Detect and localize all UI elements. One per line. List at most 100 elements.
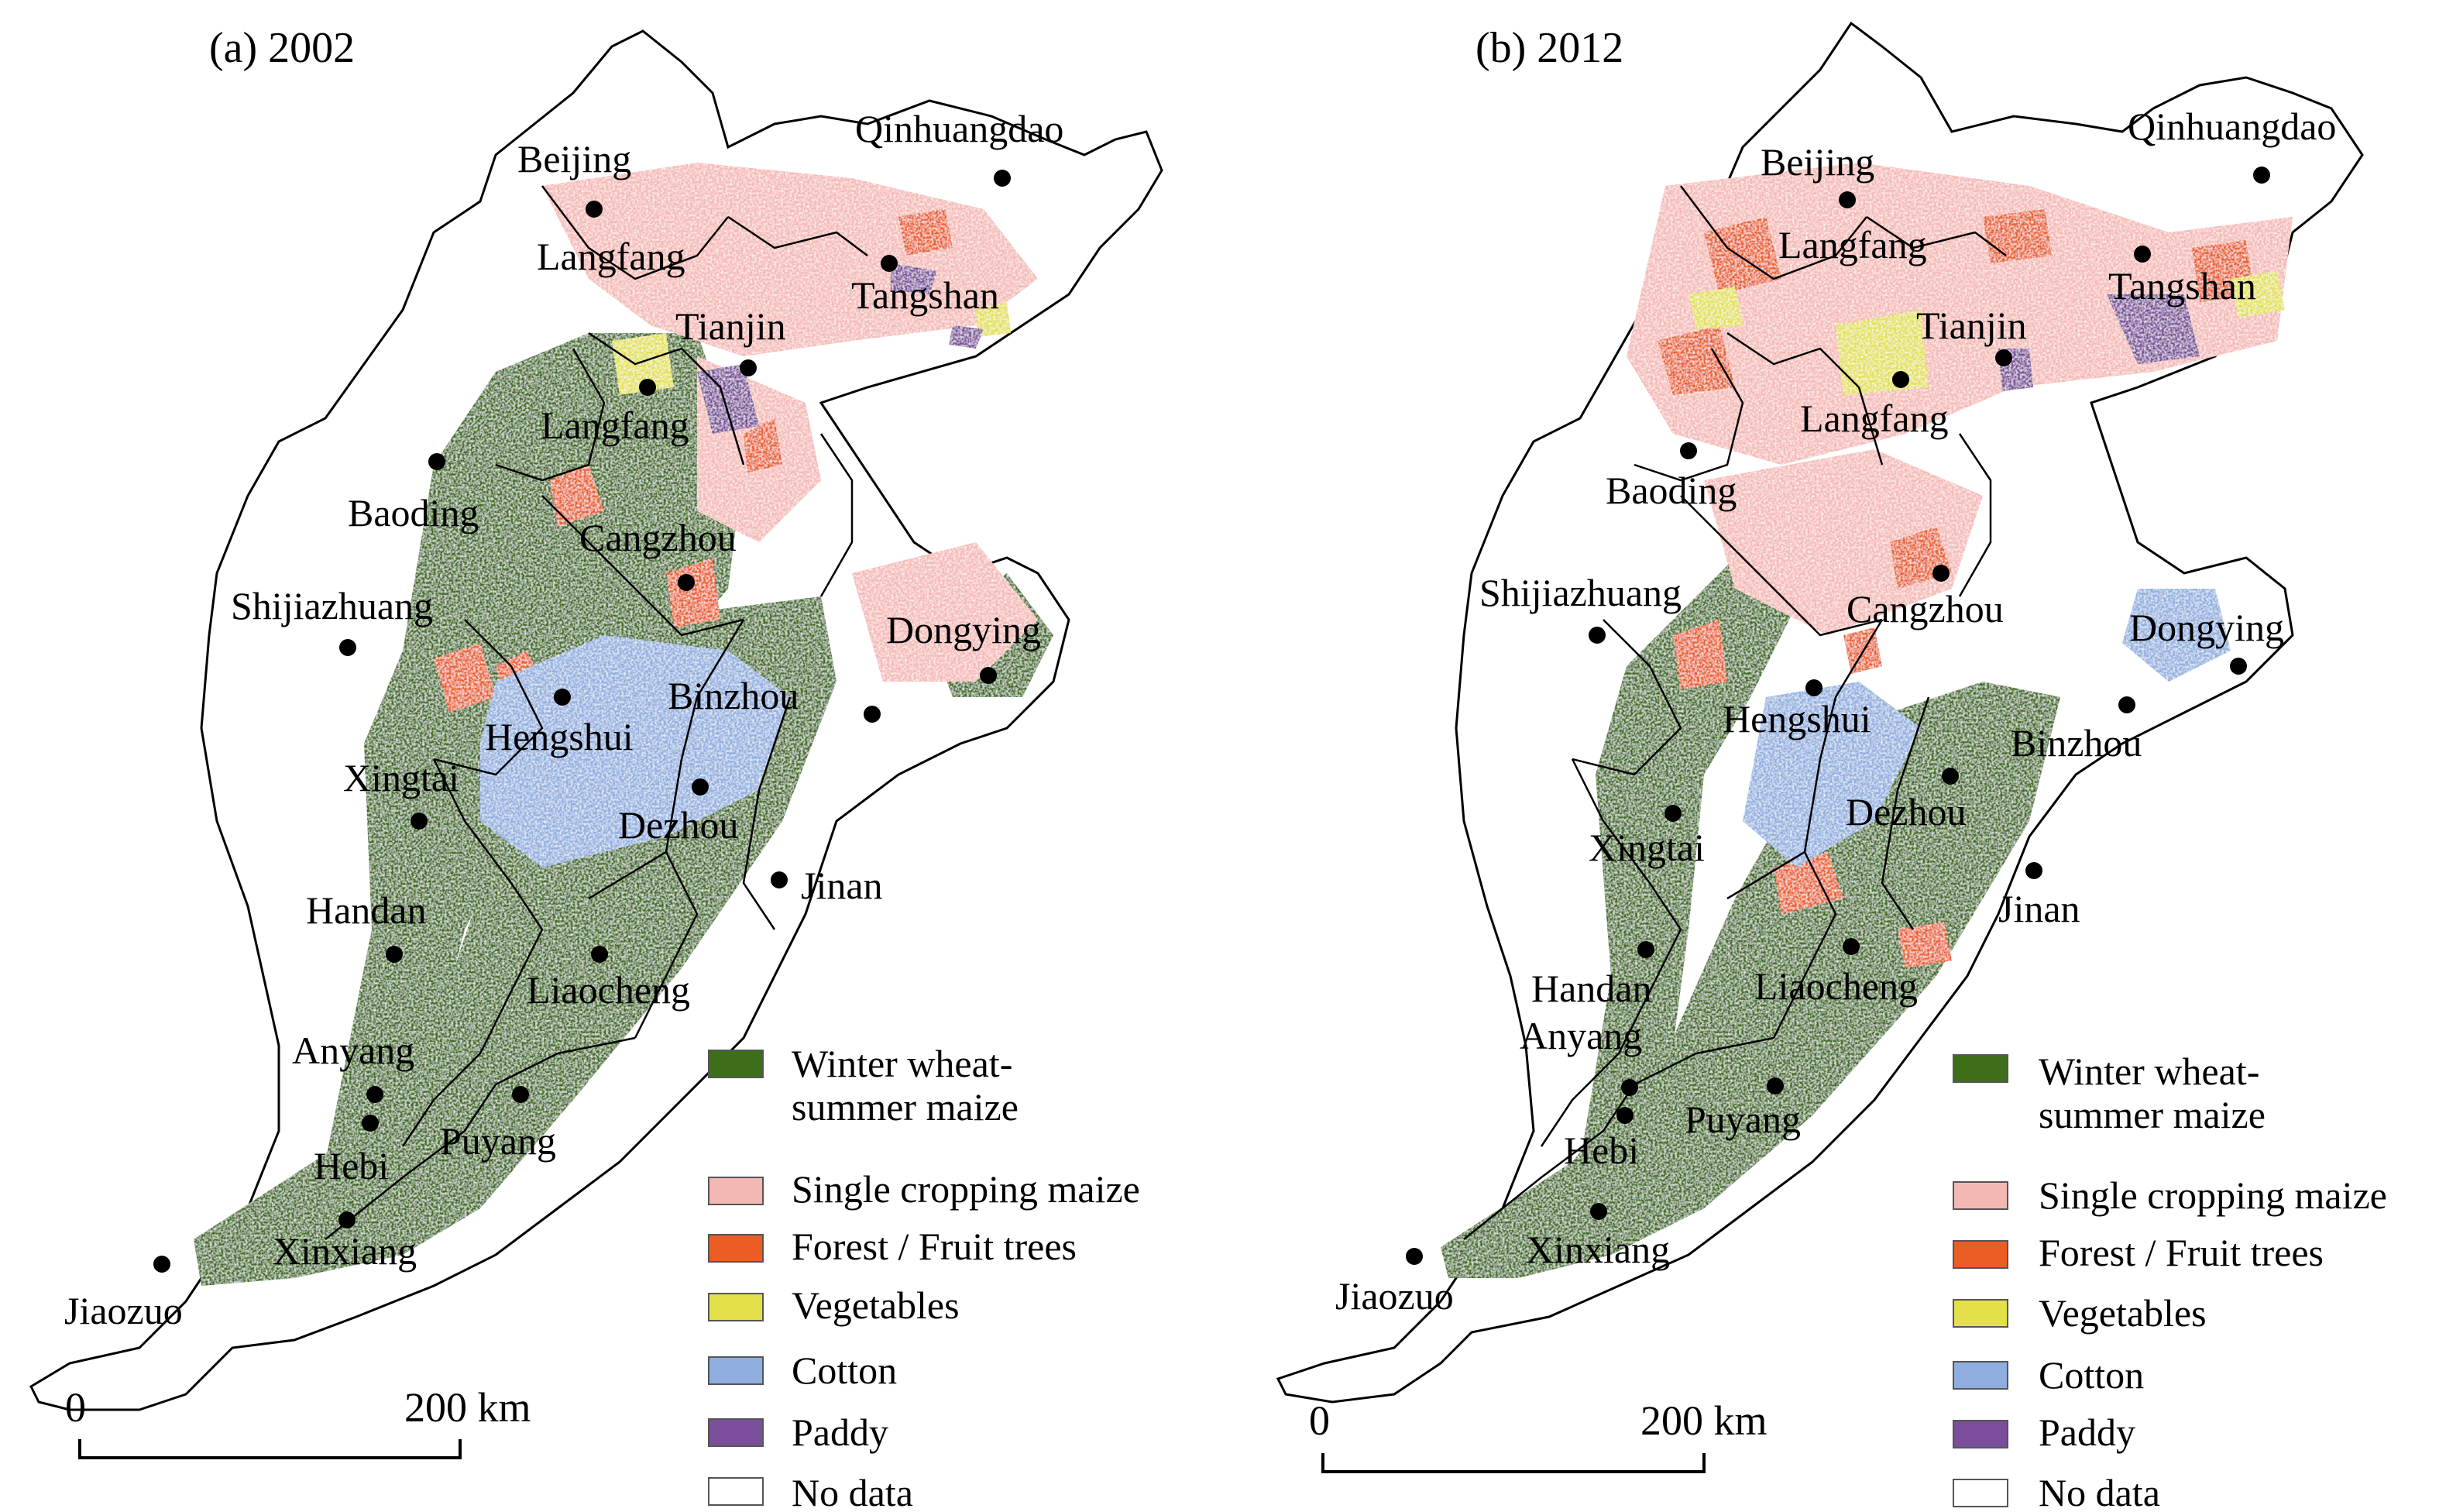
legend-swatch [708,1177,764,1205]
legend-swatch [708,1356,764,1385]
svg-text:Jiaozuo: Jiaozuo [1335,1274,1454,1318]
svg-text:Cotton: Cotton [792,1349,897,1392]
city-qinhuangdao: Qinhuangdao [855,107,1063,187]
svg-text:Dongying: Dongying [886,608,1041,651]
city-tianjin: Tianjin [1916,304,2027,366]
city-puyang: Puyang [440,1086,556,1163]
scale-bar: 0 200 km [65,1384,531,1459]
city-liaocheng: Liaocheng [527,946,690,1012]
legend-swatch [708,1477,764,1506]
svg-text:0: 0 [65,1384,86,1431]
legend-item-cotton: Cotton [708,1349,897,1392]
legend-item-no-data: No data [708,1471,913,1512]
svg-text:Jiaozuo: Jiaozuo [64,1289,183,1332]
svg-text:Tianjin: Tianjin [675,304,786,348]
city-anyang: Anyang [1520,1014,1642,1096]
city-dezhou: Dezhou [1846,768,1967,833]
city-hebi: Hebi [1564,1107,1639,1172]
map-panel-2002: (a) 2002 Beijing Qinhuangdao Langfang Ta… [29,24,1163,1459]
legend-2002: Winter wheat-summer maize Single croppin… [708,1042,1140,1512]
city-xingtai: Xingtai [1589,805,1705,869]
city-beijing: Beijing [517,137,631,218]
svg-text:200 km: 200 km [1640,1397,1768,1444]
svg-text:Beijing: Beijing [517,137,631,180]
svg-text:Forest / Fruit trees: Forest / Fruit trees [792,1225,1077,1268]
city-liaocheng: Liaocheng [1754,938,1918,1008]
svg-text:0: 0 [1309,1397,1330,1444]
svg-text:Tianjin: Tianjin [1916,304,2027,347]
svg-text:Binzhou: Binzhou [2011,721,2142,765]
city-xingtai: Xingtai [343,756,459,830]
svg-text:Anyang: Anyang [292,1029,414,1072]
city-dongying: Dongying [2129,606,2284,675]
svg-text:Qinhuangdao: Qinhuangdao [2128,105,2336,148]
svg-text:Single cropping maize: Single cropping maize [792,1167,1140,1211]
svg-text:Langfang: Langfang [1800,397,1949,440]
legend-swatch [1953,1299,2008,1328]
svg-text:Langfang: Langfang [537,235,685,278]
legend-swatch [1953,1361,2008,1390]
legend-item-winter-wheat-summer-maize: Winter wheat-summer maize [1953,1050,2266,1136]
svg-text:Xinxiang: Xinxiang [273,1229,417,1273]
svg-text:200 km: 200 km [404,1384,531,1431]
city-hebi: Hebi [314,1115,389,1187]
city-hengshui: Hengshui [1723,679,1871,741]
svg-text:Cotton: Cotton [2039,1353,2144,1397]
city-hengshui: Hengshui [485,689,634,758]
legend-swatch [1953,1181,2008,1210]
legend-item-cotton: Cotton [1953,1353,2144,1397]
map-panel-2012: (b) 2012 Beijing Qinhuangdao Langfang Ta… [1276,21,2364,1473]
svg-text:Xinxiang: Xinxiang [1526,1228,1670,1271]
legend-swatch [708,1234,764,1263]
legend-item-paddy: Paddy [708,1411,888,1454]
svg-text:Langfang: Langfang [1778,223,1927,266]
svg-text:Cangzhou: Cangzhou [1847,587,2004,631]
legend-item-vegetables: Vegetables [708,1283,960,1327]
svg-text:Shijiazhuang: Shijiazhuang [1479,571,1682,614]
city-handan: Handan [1531,941,1654,1010]
city-langfang: Langfang [1800,371,1949,440]
svg-text:Paddy: Paddy [2039,1411,2135,1454]
svg-text:Shijiazhuang: Shijiazhuang [231,584,433,627]
city-beijing: Beijing [1761,140,1874,208]
svg-text:Anyang: Anyang [1520,1014,1642,1057]
city-cangzhou: Cangzhou [1847,565,2004,631]
svg-text:Qinhuangdao: Qinhuangdao [855,107,1063,150]
svg-text:Dongying: Dongying [2129,606,2284,649]
svg-text:Jinan: Jinan [1998,887,2080,930]
legend-swatch [1953,1479,2008,1507]
legend-swatch [1953,1054,2008,1083]
city-puyang: Puyang [1685,1077,1801,1141]
map-title: (b) 2012 [1476,24,1623,72]
svg-text:Dezhou: Dezhou [618,803,739,847]
svg-text:Hengshui: Hengshui [1723,697,1871,741]
city-baoding: Baoding [1606,442,1737,512]
city-jiaozuo: Jiaozuo [1335,1248,1454,1318]
legend-2012: Winter wheat-summer maize Single croppin… [1953,1050,2387,1512]
svg-text:No data: No data [2039,1471,2160,1512]
svg-text:Handan: Handan [1531,967,1652,1010]
svg-text:Baoding: Baoding [1606,469,1737,512]
svg-text:Liaocheng: Liaocheng [1754,964,1918,1008]
city-tianjin: Tianjin [675,304,786,376]
legend-item-forest-fruit-trees: Forest / Fruit trees [708,1225,1077,1268]
city-jinan: Jinan [771,864,883,907]
city-langfang-north: Langfang [1778,223,1927,266]
svg-text:Winter wheat-: Winter wheat- [2039,1050,2259,1093]
legend-swatch [708,1293,764,1321]
city-xinxiang: Xinxiang [1526,1203,1670,1271]
svg-text:Tangshan: Tangshan [851,273,999,317]
city-tangshan: Tangshan [2108,246,2256,308]
city-cangzhou: Cangzhou [579,516,737,591]
legend-swatch [708,1050,764,1078]
svg-text:No data: No data [792,1471,913,1512]
svg-text:Tangshan: Tangshan [2108,264,2256,308]
svg-text:Beijing: Beijing [1761,140,1874,184]
svg-text:Forest / Fruit trees: Forest / Fruit trees [2039,1231,2324,1274]
city-tangshan: Tangshan [851,255,999,317]
city-binzhou: Binzhou [668,674,881,723]
svg-text:Handan: Handan [306,888,427,932]
svg-text:Liaocheng: Liaocheng [527,968,690,1012]
city-jiaozuo: Jiaozuo [64,1256,183,1332]
